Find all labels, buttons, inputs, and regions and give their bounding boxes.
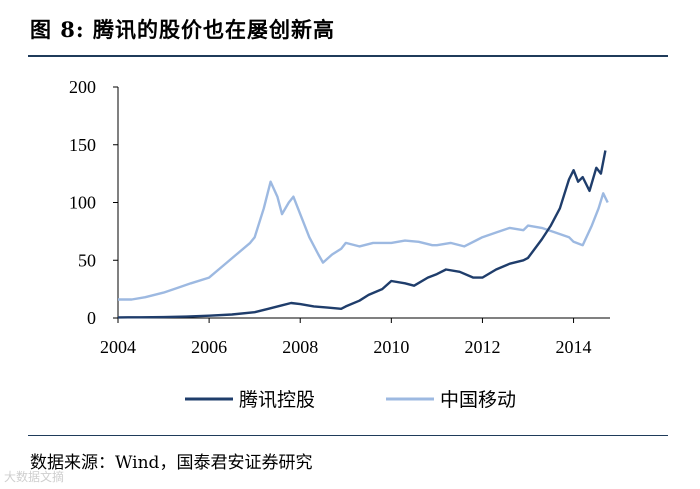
chart-series-lines (117, 150, 609, 319)
y-tick-label: 200 (69, 77, 96, 97)
chart-axes: 0 50 100 150 200 2004 2006 2008 2010 2012 2014 (69, 77, 610, 357)
figure-title: 图 8: 腾讯的股价也在屡创新高 (30, 17, 335, 42)
x-tick-label: 2010 (373, 337, 409, 357)
x-tick-label: 2012 (464, 337, 500, 357)
series-line-china-mobile (118, 180, 609, 301)
y-tick-label: 0 (87, 308, 96, 328)
top-divider (28, 55, 668, 57)
x-tick-label: 2006 (191, 337, 227, 357)
chart-legend: 腾讯控股 中国移动 (185, 389, 516, 411)
watermark-logo: 大数据文摘 (4, 470, 65, 484)
legend-label: 中国移动 (440, 389, 516, 411)
series-line-tencent (117, 150, 607, 319)
stock-price-line-chart: 0 50 100 150 200 2004 2006 2008 2010 2012 2014 腾讯控… (69, 77, 610, 411)
x-tick-label: 2004 (100, 337, 136, 357)
y-tick-label: 150 (69, 135, 96, 155)
bottom-divider (28, 435, 668, 436)
x-tick-label: 2014 (556, 337, 592, 357)
data-source-note: 数据来源：Wind，国泰君安证券研究 (30, 453, 313, 473)
legend-label: 腾讯控股 (239, 389, 315, 411)
y-tick-label: 100 (69, 193, 96, 213)
y-tick-label: 50 (78, 250, 96, 270)
x-tick-label: 2008 (282, 337, 318, 357)
